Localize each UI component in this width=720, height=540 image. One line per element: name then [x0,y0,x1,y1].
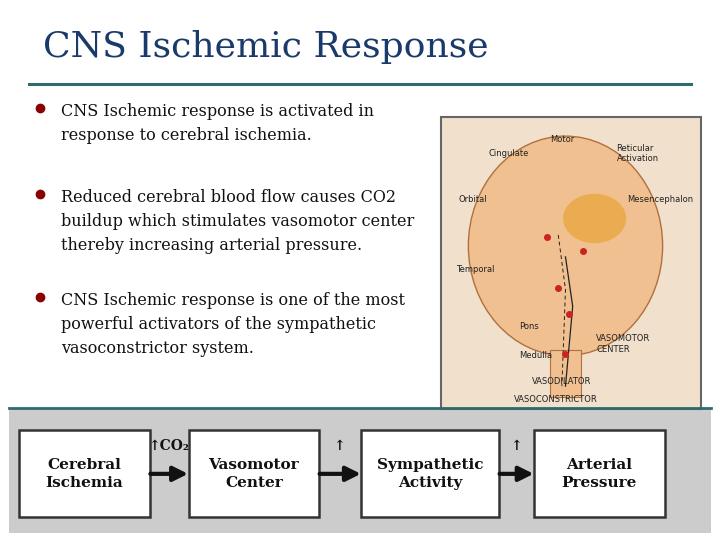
Text: Pons: Pons [520,322,539,332]
Text: Reduced cerebral blood flow causes CO2
buildup which stimulates vasomotor center: Reduced cerebral blood flow causes CO2 b… [61,189,415,254]
Text: Mesencephalon: Mesencephalon [627,195,693,204]
Text: Temporal: Temporal [456,265,494,274]
Text: ↑: ↑ [510,439,523,453]
Text: Orbital: Orbital [458,195,487,204]
Text: VASOMOTOR
CENTER: VASOMOTOR CENTER [596,334,650,354]
Text: CNS Ischemic response is one of the most
powerful activators of the sympathetic
: CNS Ischemic response is one of the most… [61,292,405,357]
Text: Medulla: Medulla [520,351,553,360]
Bar [9,409,711,533]
FancyBboxPatch shape [189,430,319,517]
Text: Arterial
Pressure: Arterial Pressure [562,457,637,490]
Bar [549,350,581,397]
Ellipse shape [563,194,626,243]
FancyBboxPatch shape [19,430,150,517]
FancyBboxPatch shape [441,117,701,409]
Text: Cingulate: Cingulate [489,149,529,158]
Text: Cerebral
Ischemia: Cerebral Ischemia [46,457,123,490]
Text: ↑CO₂: ↑CO₂ [149,439,189,453]
Text: CNS Ischemic Response: CNS Ischemic Response [43,30,489,64]
Text: VASOCONSTRICTOR: VASOCONSTRICTOR [514,395,598,403]
FancyBboxPatch shape [534,430,665,517]
Text: VASODILATOR: VASODILATOR [532,377,592,386]
Text: Sympathetic
Activity: Sympathetic Activity [377,457,483,490]
Text: Reticular
Activation: Reticular Activation [616,144,659,163]
FancyBboxPatch shape [361,430,499,517]
Ellipse shape [468,136,662,356]
Text: CNS Ischemic response is activated in
response to cerebral ischemia.: CNS Ischemic response is activated in re… [61,103,374,144]
Text: Vasomotor
Center: Vasomotor Center [209,457,299,490]
Text: Motor: Motor [550,134,575,144]
Text: ↑: ↑ [334,439,346,453]
